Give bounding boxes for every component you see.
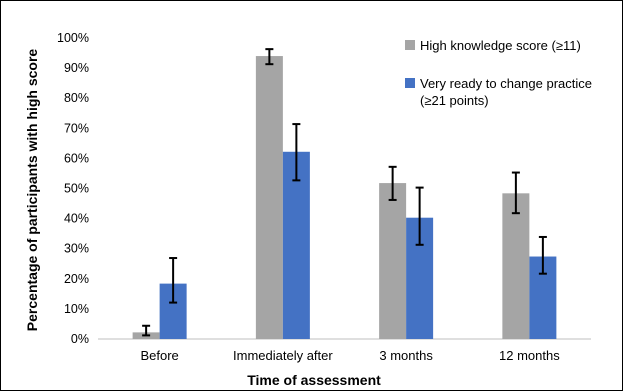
x-category-label: 12 months [499, 348, 560, 363]
y-axis-ticks: 0% 10% 20% 30% 40% 50% 60% 70% 80% 90% 100% [57, 31, 89, 346]
bar-high-knowledge-3 [502, 193, 530, 339]
y-tick-label: 60% [64, 151, 89, 165]
y-tick-label: 80% [64, 91, 89, 105]
x-category-label: 3 months [379, 348, 433, 363]
legend-label-ready-to-change-line1: Very ready to change practice [420, 76, 592, 91]
x-axis-categories: Before Immediately after 3 months 12 months [140, 348, 560, 363]
legend-label-ready-to-change-line2: (≥21 points) [420, 93, 489, 108]
legend: High knowledge score (≥11) Very ready to… [405, 38, 592, 108]
x-axis-title: Time of assessment [247, 372, 381, 388]
y-tick-label: 0% [71, 332, 89, 346]
x-category-label: Before [140, 348, 178, 363]
y-tick-label: 70% [64, 121, 89, 135]
bar-high-knowledge-2 [379, 183, 407, 339]
legend-label-high-knowledge: High knowledge score (≥11) [420, 38, 581, 53]
y-tick-label: 30% [64, 242, 89, 256]
bar-high-knowledge-1 [255, 56, 283, 340]
y-tick-label: 10% [64, 302, 89, 316]
x-category-label: Immediately after [233, 348, 333, 363]
bars [132, 48, 557, 340]
y-axis-title: Percentage of participants with high sco… [24, 49, 40, 332]
legend-swatch-ready-to-change [405, 78, 415, 88]
y-tick-label: 40% [64, 212, 89, 226]
y-tick-label: 20% [64, 272, 89, 286]
y-tick-label: 100% [57, 31, 89, 45]
y-tick-label: 90% [64, 61, 89, 75]
bar-ready-to-change-1 [282, 151, 310, 339]
y-tick-label: 50% [64, 182, 89, 196]
legend-swatch-high-knowledge [405, 40, 415, 50]
